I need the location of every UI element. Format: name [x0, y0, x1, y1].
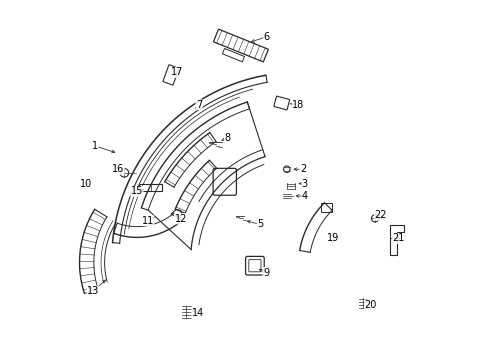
Text: 7: 7: [195, 100, 202, 110]
Text: 18: 18: [291, 100, 304, 110]
Text: 15: 15: [130, 186, 143, 197]
Text: 5: 5: [257, 220, 263, 229]
Text: 21: 21: [392, 233, 404, 243]
Bar: [320, 203, 331, 212]
Text: 22: 22: [374, 210, 386, 220]
Bar: [222, 49, 244, 62]
Text: 10: 10: [80, 179, 92, 189]
Text: 6: 6: [263, 32, 269, 41]
Bar: [163, 65, 179, 85]
Text: 1: 1: [92, 141, 98, 151]
Text: 13: 13: [87, 286, 99, 296]
Bar: [273, 96, 289, 110]
Text: 17: 17: [171, 67, 183, 77]
Text: 19: 19: [326, 233, 339, 243]
Text: 14: 14: [191, 309, 203, 318]
Text: 11: 11: [141, 216, 154, 225]
Bar: [139, 184, 162, 192]
Text: 20: 20: [364, 300, 376, 310]
Text: 8: 8: [224, 133, 230, 143]
Text: 9: 9: [263, 267, 268, 278]
Text: 2: 2: [299, 164, 305, 174]
Text: 3: 3: [301, 179, 307, 189]
Text: 12: 12: [174, 214, 186, 224]
Bar: [213, 29, 268, 62]
Text: 16: 16: [112, 164, 124, 174]
Text: 4: 4: [301, 191, 307, 201]
